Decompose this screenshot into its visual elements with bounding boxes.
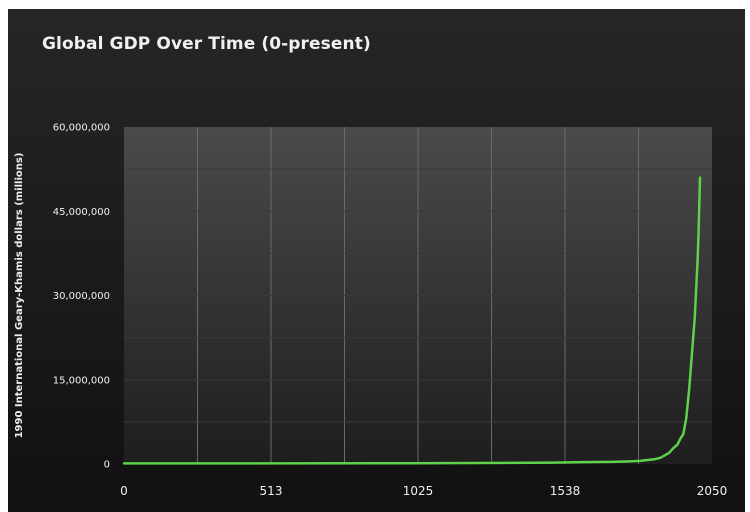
x-tick-label: 2050 xyxy=(697,484,728,498)
x-tick-label: 1538 xyxy=(550,484,581,498)
y-axis-label: 1990 International Geary-Khamis dollars … xyxy=(14,153,25,439)
tick-labels: 0 15,000,000 30,000,000 45,000,000 60,000,00… xyxy=(53,123,728,499)
y-tick-label: 15,000,000 xyxy=(53,375,110,386)
y-tick-label: 0 xyxy=(104,460,110,471)
x-tick-label: 0 xyxy=(120,484,128,498)
y-tick-label: 60,000,000 xyxy=(53,123,110,134)
gdp-series-line xyxy=(122,176,702,465)
chart-title: Global GDP Over Time (0-present) xyxy=(42,34,371,54)
grid-lines xyxy=(124,127,712,464)
x-tick-label: 1025 xyxy=(403,484,434,498)
y-tick-label: 45,000,000 xyxy=(53,207,110,218)
x-tick-label: 513 xyxy=(260,484,283,498)
y-tick-label: 30,000,000 xyxy=(53,291,110,302)
